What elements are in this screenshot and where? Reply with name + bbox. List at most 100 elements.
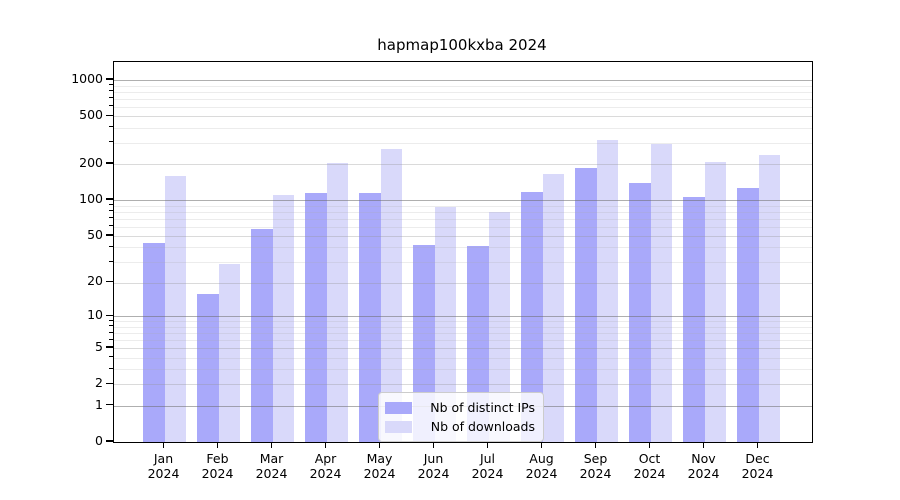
- gridline-4: [114, 357, 812, 359]
- y-minor-tick-mark: [109, 245, 113, 247]
- x-tick-year: 2024: [471, 466, 504, 481]
- x-tick-month: Jan: [153, 451, 174, 466]
- x-tick-month: Aug: [529, 451, 554, 466]
- y-tick-label-10: 10: [87, 307, 103, 323]
- y-tick-label-5: 5: [95, 339, 103, 355]
- x-tick-mark-jan: [162, 442, 165, 448]
- x-tick-label-mar: Mar 2024: [240, 451, 304, 481]
- gridline-300: [114, 143, 812, 144]
- x-tick-year: 2024: [201, 466, 234, 481]
- bar-jun-downloads: [434, 206, 456, 442]
- bar-may-downloads: [380, 149, 402, 442]
- gridline-2: [114, 384, 812, 386]
- gridline-800: [114, 91, 812, 93]
- gridline-500: [114, 116, 812, 118]
- bar-feb-distinct-ips: [197, 293, 219, 442]
- x-tick-label-apr: Apr 2024: [294, 451, 358, 481]
- x-tick-label-oct: Oct 2024: [618, 451, 682, 481]
- y-minor-tick-mark: [109, 97, 113, 99]
- y-tick-label-50: 50: [87, 226, 103, 242]
- bar-apr-distinct-ips: [305, 193, 327, 442]
- x-tick-label-sep: Sep 2024: [564, 451, 628, 481]
- x-tick-mark-sep: [594, 442, 597, 448]
- x-tick-month: Sep: [583, 451, 608, 466]
- y-tick-label-2: 2: [95, 375, 103, 391]
- gridline-700: [114, 98, 812, 100]
- y-tick-mark: [106, 346, 113, 348]
- bar-sep-downloads: [596, 140, 618, 442]
- bar-nov-distinct-ips: [683, 197, 705, 442]
- x-tick-month: Dec: [745, 451, 770, 466]
- x-tick-mark-feb: [216, 442, 219, 448]
- x-tick-year: 2024: [741, 466, 774, 481]
- bar-aug-downloads: [542, 173, 564, 442]
- x-tick-label-jul: Jul 2024: [456, 451, 520, 481]
- x-tick-label-jan: Jan 2024: [132, 451, 196, 481]
- y-tick-mark: [106, 78, 113, 80]
- x-tick-month: Jun: [423, 451, 444, 466]
- y-tick-mark: [106, 314, 113, 317]
- gridline-7: [114, 333, 812, 334]
- y-minor-tick-mark: [109, 217, 113, 219]
- legend-entry-downloads: Nb of downloads: [385, 417, 535, 436]
- y-minor-tick-mark: [109, 90, 113, 92]
- x-tick-month: Jul: [479, 451, 496, 466]
- bar-sep-distinct-ips: [575, 168, 597, 442]
- y-tick-mark: [106, 114, 113, 116]
- x-tick-mark-jul: [486, 442, 489, 448]
- gridline-9: [114, 321, 812, 323]
- gridline-40: [114, 247, 812, 249]
- downloads-swatch: [385, 420, 412, 433]
- x-tick-year: 2024: [363, 466, 396, 481]
- y-tick-label-1: 1: [95, 396, 103, 412]
- x-tick-mark-may: [378, 442, 381, 448]
- gridline-400: [114, 127, 812, 129]
- legend-label-downloads: Nb of downloads: [430, 419, 535, 434]
- y-tick-mark: [106, 162, 113, 164]
- gridline-30: [114, 262, 812, 264]
- x-tick-label-jun: Jun 2024: [402, 451, 466, 481]
- gridline-10: [114, 316, 812, 318]
- x-tick-month: Feb: [206, 451, 229, 466]
- x-tick-label-dec: Dec 2024: [726, 451, 790, 481]
- bar-mar-distinct-ips: [251, 229, 273, 442]
- x-tick-label-aug: Aug 2024: [510, 451, 574, 481]
- y-tick-mark: [106, 280, 113, 283]
- plot-area: [113, 61, 813, 443]
- y-tick-label-100: 100: [79, 191, 103, 207]
- y-minor-tick-mark: [109, 204, 113, 206]
- bar-dec-downloads: [758, 155, 780, 442]
- y-tick-label-200: 200: [79, 155, 103, 171]
- x-tick-year: 2024: [687, 466, 720, 481]
- x-tick-month: May: [366, 451, 393, 466]
- y-minor-tick-mark: [109, 356, 113, 358]
- bar-oct-distinct-ips: [629, 182, 651, 442]
- y-tick-mark: [106, 234, 113, 236]
- distinct-ips-swatch: [385, 401, 412, 414]
- y-minor-tick-mark: [109, 325, 113, 327]
- bar-oct-downloads: [650, 143, 672, 442]
- y-minor-tick-mark: [109, 105, 113, 107]
- y-minor-tick-mark: [109, 210, 113, 212]
- bar-may-distinct-ips: [359, 193, 381, 442]
- x-tick-mark-mar: [270, 442, 273, 448]
- x-tick-mark-oct: [648, 442, 651, 448]
- y-minor-tick-mark: [109, 331, 113, 333]
- bar-mar-downloads: [272, 194, 294, 442]
- y-tick-label-500: 500: [79, 107, 103, 123]
- bar-apr-downloads: [326, 163, 348, 442]
- gridline-600: [114, 106, 812, 108]
- x-tick-mark-nov: [702, 442, 705, 448]
- y-tick-label-1000: 1000: [71, 70, 103, 86]
- x-tick-month: Mar: [259, 451, 284, 466]
- bar-jan-distinct-ips: [143, 242, 165, 442]
- x-tick-month: Oct: [638, 451, 661, 466]
- x-tick-mark-aug: [540, 442, 543, 448]
- gridline-70: [114, 218, 812, 220]
- legend: Nb of distinct IPs Nb of downloads: [378, 392, 544, 442]
- y-minor-tick-mark: [109, 84, 113, 85]
- x-tick-mark-dec: [756, 442, 759, 448]
- x-tick-label-feb: Feb 2024: [186, 451, 250, 481]
- gridline-20: [114, 282, 812, 284]
- chart-title: hapmap100kxba 2024: [377, 36, 547, 54]
